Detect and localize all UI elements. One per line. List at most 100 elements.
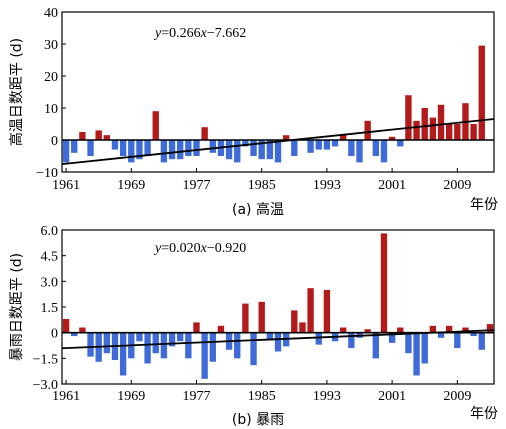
bar-1972: [152, 111, 159, 140]
bar-1985: [258, 140, 265, 160]
y-tick-label: −1.5: [33, 352, 58, 367]
bar-1978: [201, 127, 208, 140]
equation-part: x: [200, 26, 208, 41]
bar-1975: [177, 140, 184, 160]
equation-part: −0.920: [207, 241, 246, 256]
bar-1964: [87, 140, 94, 156]
bar-2009: [454, 124, 461, 140]
bar-1964: [87, 332, 94, 357]
bar-1998: [364, 120, 371, 140]
bar-1970: [136, 140, 143, 160]
bar-1973: [160, 140, 168, 163]
x-tick-label: 1969: [117, 178, 145, 193]
bar-1999: [372, 332, 379, 359]
bar-1966: [103, 135, 111, 140]
bar-1974: [168, 140, 176, 160]
bar-2004: [413, 120, 420, 140]
bar-1984: [250, 140, 257, 156]
plot-frame: [61, 11, 495, 173]
bar-1987: [274, 140, 282, 163]
bar-1961: [62, 318, 70, 333]
bar-2010: [462, 327, 469, 333]
bar-1996: [348, 332, 355, 349]
x-tick-label: 1977: [182, 178, 210, 193]
bar-1962: [71, 140, 78, 153]
y-tick-label: −10: [36, 166, 58, 181]
bar-1989: [291, 310, 298, 333]
bar-1984: [250, 332, 257, 366]
x-tick-label: 2009: [443, 178, 471, 193]
regression-equation: y=0.020x−0.920: [153, 241, 246, 256]
bar-2000: [380, 140, 388, 163]
panel-caption: (b) 暴雨: [232, 412, 284, 428]
bar-1963: [79, 327, 86, 333]
bar-1961: [62, 140, 70, 163]
bar-2008: [445, 325, 453, 333]
y-tick-label: 6.0: [41, 224, 59, 239]
bar-1994: [331, 140, 339, 147]
trend-line: [61, 118, 495, 165]
bar-1988: [282, 135, 290, 140]
bar-2012: [478, 45, 485, 140]
x-tick-label: 2009: [443, 389, 471, 404]
bar-1979: [209, 140, 216, 153]
y-tick-label: −3.0: [33, 378, 58, 393]
chart-panel-a: −10 0 10 20 30 40 1961 1969 1977 1985 1993 2001 2009…: [8, 6, 498, 218]
regression-equation: y=0.266x−7.662: [153, 26, 246, 41]
bar-1991: [307, 140, 314, 153]
bar-2002: [397, 327, 404, 333]
bar-1969: [128, 140, 135, 163]
bar-1986: [266, 140, 274, 160]
bar-1980: [217, 325, 225, 333]
bar-2001: [388, 332, 396, 343]
bar-2002: [397, 140, 404, 147]
bar-1985: [258, 301, 265, 333]
bar-1993: [323, 140, 331, 150]
equation-part: x: [200, 241, 208, 256]
bar-1966: [103, 332, 111, 354]
equation-part: y: [153, 241, 162, 256]
bar-1979: [209, 332, 216, 362]
bar-1982: [234, 332, 241, 359]
equation-part: =0.020: [161, 241, 200, 256]
x-tick-label: 1993: [313, 389, 341, 404]
bar-2007: [437, 104, 445, 140]
bar-1972: [152, 332, 159, 354]
panel-caption: (a) 高温: [232, 201, 284, 218]
bar-2000: [380, 233, 388, 333]
bar-1962: [71, 332, 78, 337]
bar-2006: [429, 117, 437, 140]
bar-1990: [299, 322, 306, 333]
y-tick-label: 20: [44, 70, 58, 85]
bar-2012: [478, 332, 485, 350]
y-axis-label: 高温日数距平 (d): [8, 38, 25, 146]
bar-1992: [315, 140, 322, 150]
bar-1965: [95, 130, 102, 140]
bar-1971: [144, 140, 151, 156]
bar-2008: [445, 124, 453, 140]
bar-1975: [177, 332, 184, 342]
x-tick-label: 1977: [182, 389, 210, 404]
y-tick-label: 3.0: [41, 275, 59, 290]
bar-1976: [185, 140, 192, 156]
y-tick-label: 0: [51, 327, 58, 342]
bar-2011: [470, 124, 477, 140]
bar-2013: [486, 324, 494, 333]
bar-1976: [185, 332, 192, 359]
y-axis-label: 暴雨日数距平 (d): [9, 253, 25, 361]
x-unit-label: 年份: [470, 406, 498, 422]
bar-1997: [356, 140, 363, 163]
bar-1974: [168, 332, 176, 347]
bar-1986: [266, 332, 274, 340]
bar-2005: [421, 332, 428, 364]
equation-part: −7.662: [207, 26, 246, 41]
x-tick-label: 1985: [248, 178, 276, 193]
bar-1989: [291, 140, 298, 156]
bar-2001: [388, 136, 396, 140]
x-unit-label: 年份: [470, 197, 498, 213]
bar-1968: [119, 140, 127, 156]
bar-1996: [348, 140, 355, 156]
y-tick-label: 30: [44, 38, 58, 53]
bar-1999: [372, 140, 379, 156]
